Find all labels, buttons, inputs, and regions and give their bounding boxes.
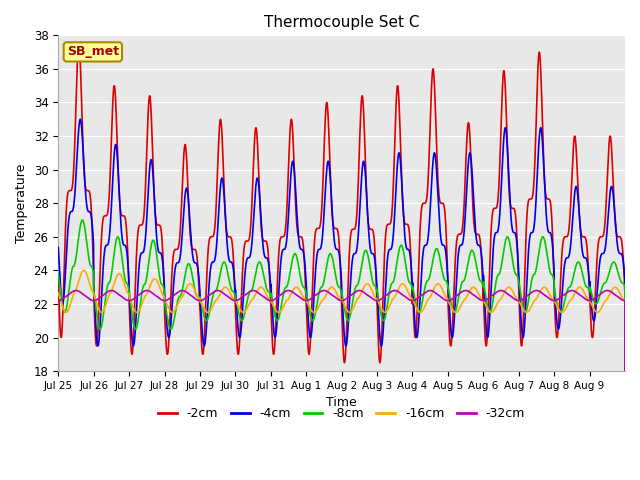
Y-axis label: Temperature: Temperature bbox=[15, 164, 28, 243]
X-axis label: Time: Time bbox=[326, 396, 357, 409]
Text: SB_met: SB_met bbox=[67, 46, 119, 59]
Title: Thermocouple Set C: Thermocouple Set C bbox=[264, 15, 419, 30]
Legend: -2cm, -4cm, -8cm, -16cm, -32cm: -2cm, -4cm, -8cm, -16cm, -32cm bbox=[153, 402, 530, 425]
